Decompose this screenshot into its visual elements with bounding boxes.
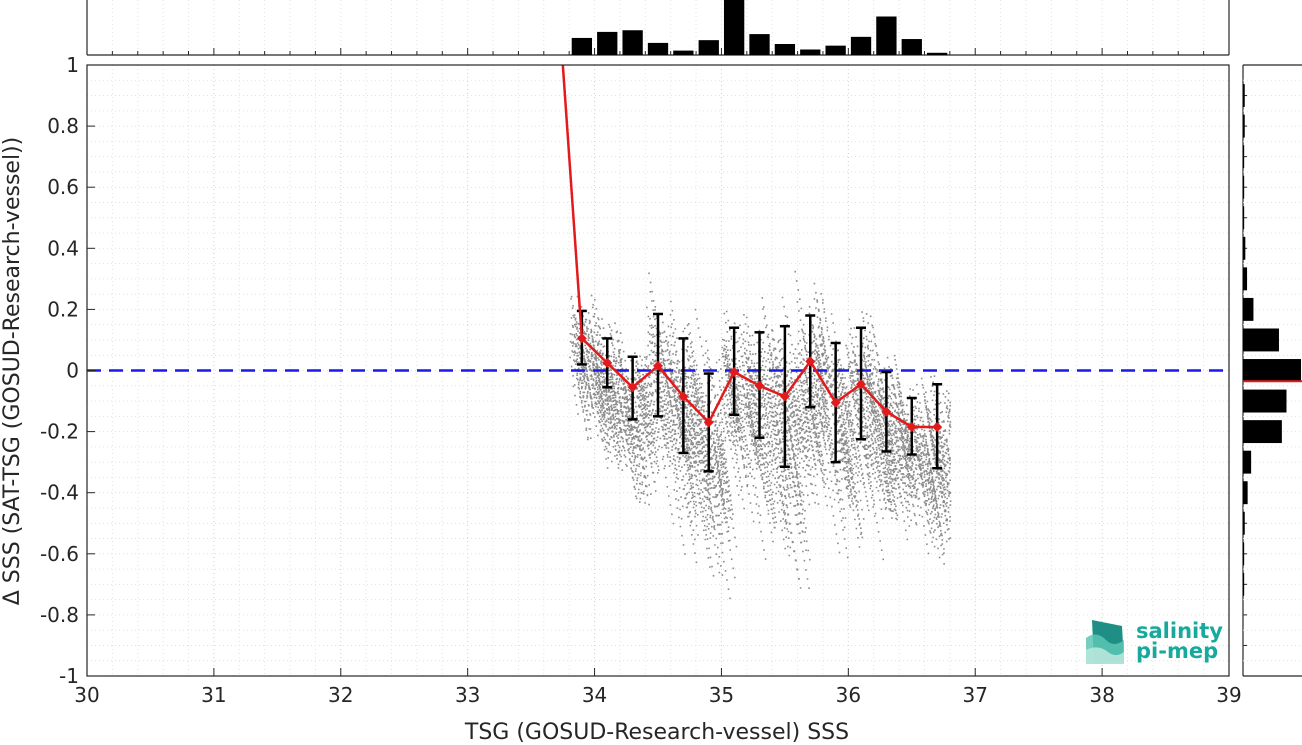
right-hist-bar [1243, 511, 1245, 535]
x-tick-label: 30 [74, 683, 99, 707]
right-hist-bar [1243, 481, 1248, 505]
top-hist-bar [673, 50, 694, 55]
top-hist-bar [597, 31, 618, 55]
y-tick-label: 1 [66, 53, 79, 77]
right-histogram [1242, 64, 1302, 677]
x-tick-label: 38 [1089, 683, 1114, 707]
mean-line-lead-in [561, 64, 584, 339]
axis-ticks: 30 31 32 33 34 35 36 37 38 39 -1 -0.8 -0.6 -0.4 -0.2 0 0… [40, 53, 1242, 707]
y-tick-label: 0 [66, 359, 79, 383]
right-hist-bar [1243, 175, 1245, 199]
top-hist-bar [927, 52, 948, 55]
top-hist-bar [825, 45, 846, 55]
mean-point [729, 367, 740, 378]
mean-point [881, 406, 892, 417]
logo-line-2: pi-mep [1136, 639, 1218, 663]
right-hist-bar [1243, 114, 1245, 138]
top-hist-bar [698, 40, 719, 55]
top-hist-bar [647, 42, 669, 55]
mean-line [561, 64, 943, 433]
x-axis-label: TSG (GOSUD-Research-vessel) SSS [464, 720, 849, 745]
x-tick-label: 36 [836, 683, 861, 707]
y-tick-label: -0.8 [40, 603, 79, 627]
salinity-pi-mep-logo: salinity pi-mep [1086, 619, 1223, 664]
right-hist-bar [1243, 145, 1245, 169]
right-hist-bar [1243, 359, 1301, 382]
mean-point [653, 360, 663, 371]
top-hist-bar [723, 0, 745, 55]
y-tick-label: -0.6 [40, 542, 79, 566]
right-hist-bar [1243, 572, 1245, 596]
x-tick-label: 39 [1216, 683, 1241, 707]
right-hist-bar [1243, 420, 1282, 444]
top-hist-bar [901, 39, 922, 55]
mean-point [830, 397, 841, 408]
right-hist-bar [1243, 542, 1245, 566]
top-hist-bar [800, 49, 821, 55]
right-hist-bar [1243, 236, 1246, 260]
mean-point [754, 380, 765, 391]
mean-point [703, 417, 714, 428]
right-hist-bar [1243, 297, 1254, 321]
y-axis-label: Δ SSS (SAT-TSG (GOSUD-Research-vessel)) [0, 137, 25, 605]
y-tick-label: 0.4 [47, 236, 79, 260]
mean-point [805, 356, 816, 367]
x-tick-label: 37 [962, 683, 987, 707]
right-hist-bar [1243, 389, 1287, 413]
y-tick-label: 0.6 [47, 175, 79, 199]
top-hist-bar [850, 36, 872, 55]
x-tick-label: 33 [455, 683, 480, 707]
mean-point [856, 379, 867, 390]
right-hist-bar [1243, 267, 1248, 291]
right-hist-bar [1243, 450, 1252, 474]
logo-line-1: salinity [1136, 619, 1223, 643]
top-histogram [86, 0, 1230, 56]
mean-point [602, 357, 613, 368]
x-tick-label: 34 [582, 683, 607, 707]
top-hist-bar [571, 37, 593, 55]
top-hist-bar [876, 16, 897, 55]
x-tick-label: 32 [328, 683, 353, 707]
y-tick-label: -0.4 [40, 481, 79, 505]
mean-point [678, 391, 689, 402]
mean-point [779, 391, 790, 402]
y-tick-label: 0.2 [47, 297, 79, 321]
y-tick-label: -0.2 [40, 420, 79, 444]
x-tick-label: 35 [709, 683, 734, 707]
right-hist-bar [1243, 328, 1279, 352]
right-hist-bar [1243, 84, 1245, 108]
x-tick-label: 31 [201, 683, 226, 707]
top-hist-bar [749, 34, 770, 55]
y-tick-label: 0.8 [47, 114, 79, 138]
right-hist-bar [1243, 206, 1245, 230]
y-tick-label: -1 [59, 664, 79, 688]
mean-point [932, 422, 943, 433]
top-hist-bar [622, 30, 643, 55]
top-hist-bar [774, 44, 796, 55]
mean-point [576, 333, 587, 344]
mean-point [627, 382, 638, 393]
mean-point [906, 422, 917, 433]
